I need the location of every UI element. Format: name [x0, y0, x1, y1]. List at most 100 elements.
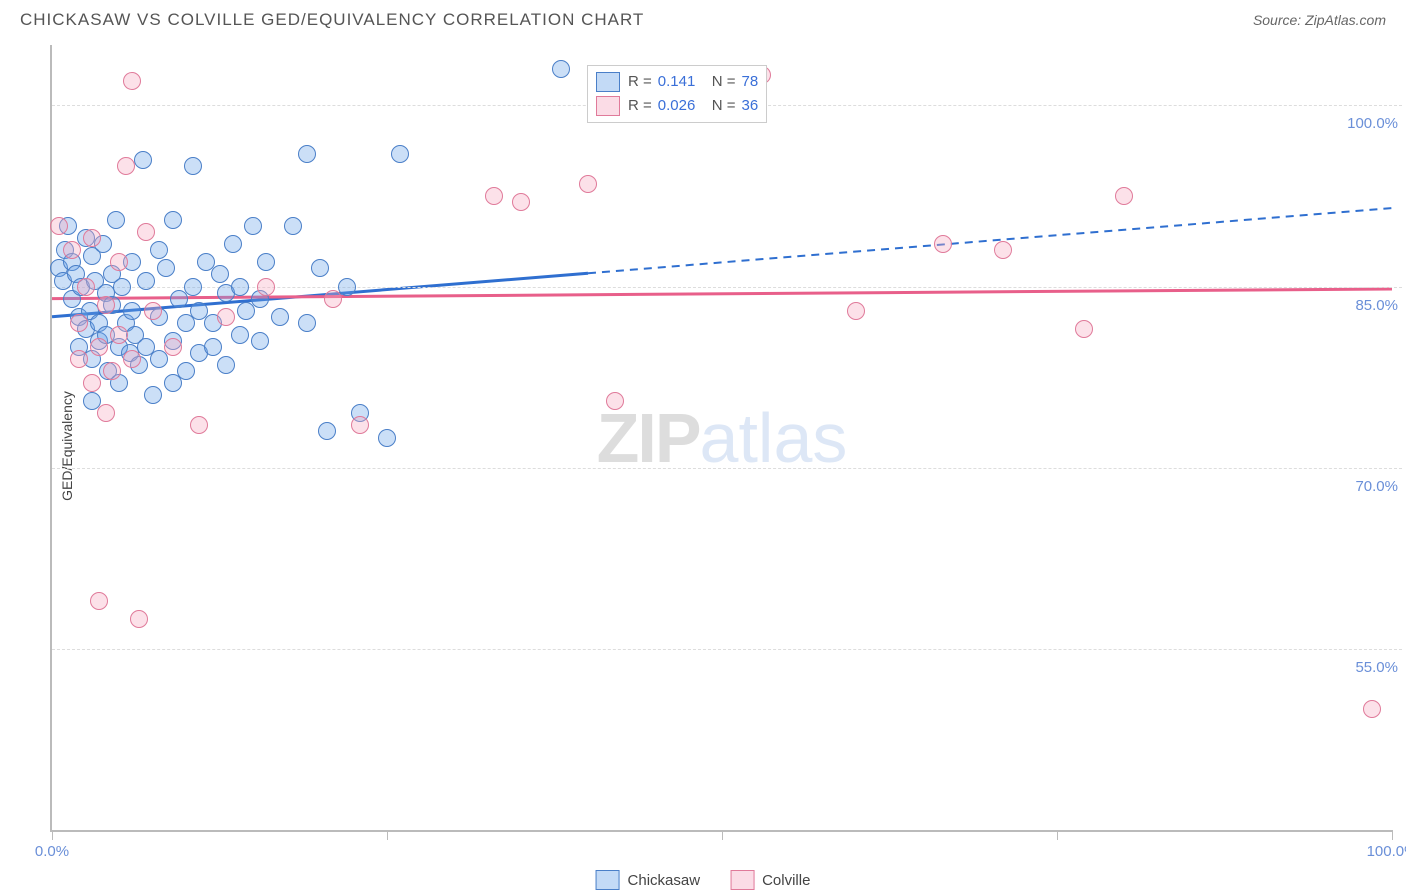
data-point	[184, 278, 202, 296]
source-label: Source: ZipAtlas.com	[1253, 12, 1386, 28]
chart-plot-area: ZIPatlas 55.0%70.0%85.0%100.0%0.0%100.0%…	[50, 45, 1392, 832]
data-point	[164, 211, 182, 229]
x-tick-label: 100.0%	[1367, 843, 1406, 860]
data-point	[552, 60, 570, 78]
data-point	[150, 241, 168, 259]
data-point	[579, 175, 597, 193]
trend-lines-layer	[52, 45, 1392, 830]
x-tick	[1392, 830, 1393, 840]
stat-label-r: R =	[628, 94, 652, 118]
y-tick-label: 70.0%	[1351, 478, 1402, 495]
data-point	[103, 362, 121, 380]
data-point	[391, 145, 409, 163]
gridline	[52, 468, 1402, 469]
data-point	[97, 296, 115, 314]
y-tick-label: 100.0%	[1343, 115, 1402, 132]
data-point	[130, 610, 148, 628]
watermark-zip: ZIP	[597, 399, 700, 477]
data-point	[217, 308, 235, 326]
data-point	[378, 429, 396, 447]
data-point	[934, 235, 952, 253]
data-point	[1363, 700, 1381, 718]
stats-box: R =0.141N =78R =0.026N =36	[587, 65, 767, 123]
data-point	[298, 314, 316, 332]
stat-label-n: N =	[712, 70, 736, 94]
gridline	[52, 287, 1402, 288]
data-point	[184, 157, 202, 175]
data-point	[251, 332, 269, 350]
x-tick-label: 0.0%	[35, 843, 69, 860]
data-point	[217, 356, 235, 374]
data-point	[177, 362, 195, 380]
legend-label-colville: Colville	[762, 872, 810, 889]
stat-label-n: N =	[712, 94, 736, 118]
data-point	[485, 187, 503, 205]
stats-swatch	[596, 72, 620, 92]
data-point	[324, 290, 342, 308]
data-point	[190, 416, 208, 434]
data-point	[606, 392, 624, 410]
stats-row: R =0.141N =78	[596, 70, 758, 94]
legend-item-colville: Colville	[730, 870, 810, 890]
data-point	[351, 416, 369, 434]
trend-line-dashed	[588, 208, 1392, 273]
data-point	[107, 211, 125, 229]
data-point	[90, 338, 108, 356]
legend-swatch-chickasaw	[596, 870, 620, 890]
watermark-atlas: atlas	[700, 399, 848, 477]
data-point	[144, 386, 162, 404]
data-point	[113, 278, 131, 296]
stat-value-n: 36	[742, 94, 759, 118]
data-point	[83, 229, 101, 247]
data-point	[311, 259, 329, 277]
legend-item-chickasaw: Chickasaw	[596, 870, 701, 890]
data-point	[994, 241, 1012, 259]
chart-title: CHICKASAW VS COLVILLE GED/EQUIVALENCY CO…	[20, 10, 644, 30]
legend-swatch-colville	[730, 870, 754, 890]
data-point	[231, 326, 249, 344]
data-point	[90, 592, 108, 610]
data-point	[204, 338, 222, 356]
x-tick	[52, 830, 53, 840]
data-point	[77, 278, 95, 296]
data-point	[1075, 320, 1093, 338]
data-point	[271, 308, 289, 326]
data-point	[117, 157, 135, 175]
data-point	[257, 278, 275, 296]
y-tick-label: 55.0%	[1351, 659, 1402, 676]
data-point	[512, 193, 530, 211]
data-point	[244, 217, 262, 235]
data-point	[164, 338, 182, 356]
x-tick	[722, 830, 723, 840]
x-tick	[387, 830, 388, 840]
data-point	[50, 217, 68, 235]
gridline	[52, 649, 1402, 650]
data-point	[257, 253, 275, 271]
data-point	[1115, 187, 1133, 205]
data-point	[110, 326, 128, 344]
data-point	[298, 145, 316, 163]
bottom-legend: Chickasaw Colville	[596, 870, 811, 890]
data-point	[97, 404, 115, 422]
data-point	[157, 259, 175, 277]
stat-value-r: 0.141	[658, 70, 706, 94]
data-point	[318, 422, 336, 440]
data-point	[63, 241, 81, 259]
data-point	[137, 272, 155, 290]
data-point	[134, 151, 152, 169]
data-point	[123, 302, 141, 320]
data-point	[224, 235, 242, 253]
data-point	[137, 223, 155, 241]
data-point	[231, 278, 249, 296]
data-point	[110, 253, 128, 271]
data-point	[123, 350, 141, 368]
stats-swatch	[596, 96, 620, 116]
watermark: ZIPatlas	[597, 398, 848, 478]
stat-value-r: 0.026	[658, 94, 706, 118]
x-tick	[1057, 830, 1058, 840]
y-tick-label: 85.0%	[1351, 297, 1402, 314]
data-point	[123, 72, 141, 90]
stat-label-r: R =	[628, 70, 652, 94]
stats-row: R =0.026N =36	[596, 94, 758, 118]
data-point	[284, 217, 302, 235]
